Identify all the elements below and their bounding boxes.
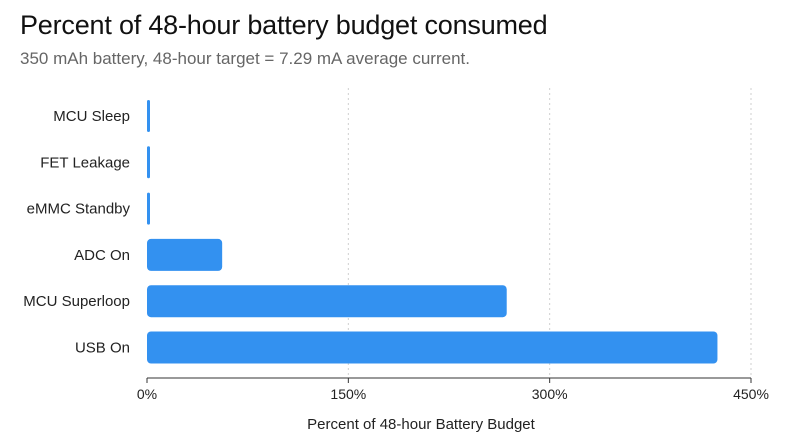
category-labels: MCU Sleep FET Leakage eMMC Standby ADC On MC… [23,108,130,357]
chart-subtitle: 350 mAh battery, 48-hour target = 7.29 m… [20,49,470,68]
grid-lines [347,88,752,378]
category-label: eMMC Standby [27,201,131,218]
bar-mcu-sleep [147,100,150,132]
x-tick-label: 150% [330,386,366,402]
x-tick-label: 450% [733,386,769,402]
category-label: ADC On [74,247,130,264]
category-label: MCU Superloop [23,293,130,310]
bar-emmc-standby [147,192,150,225]
chart-title: Percent of 48-hour battery budget consum… [20,10,548,40]
category-label: USB On [75,340,130,357]
category-label: FET Leakage [40,154,130,171]
bar-fet-leakage [147,146,150,179]
x-axis-title: Percent of 48-hour Battery Budget [307,416,535,433]
x-tick-label: 300% [532,386,568,402]
bar-mcu-superloop [147,285,507,318]
bar-adc-on [147,238,223,271]
bar-usb-on [147,331,718,364]
bars [147,100,718,364]
category-label: MCU Sleep [53,108,130,125]
x-axis: 0% 150% 300% 450% [137,377,769,402]
x-tick-label: 0% [137,386,157,402]
